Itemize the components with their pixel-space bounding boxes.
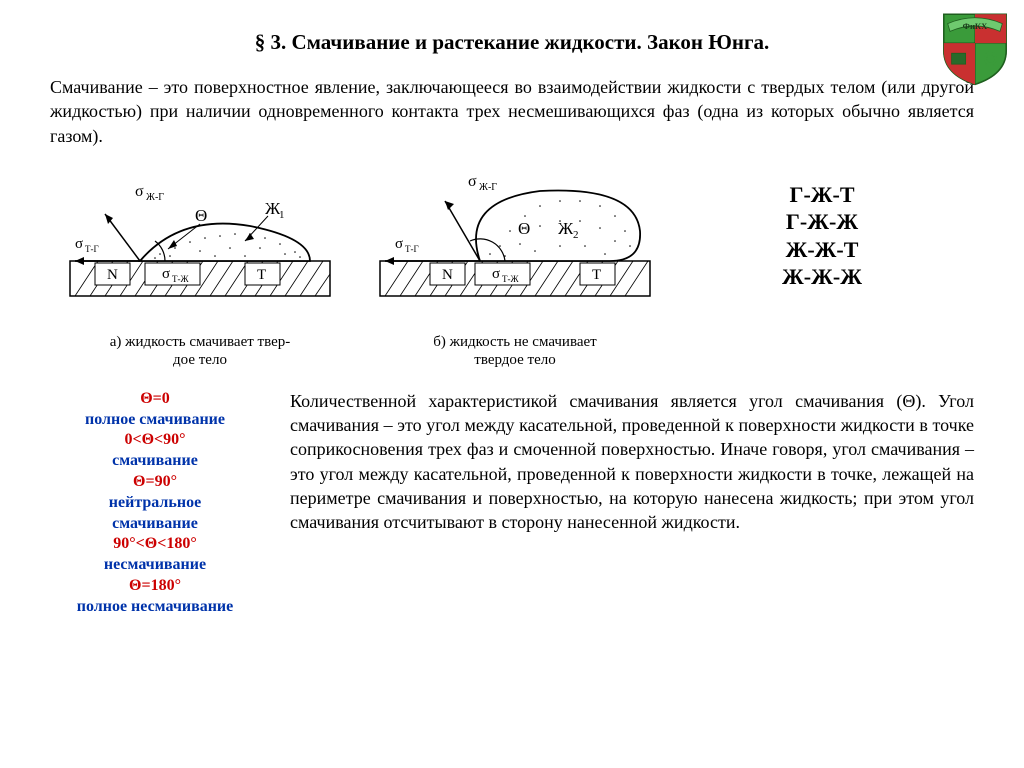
cond-2l: смачивание (50, 451, 260, 472)
svg-text:T: T (257, 267, 266, 283)
diagram-b: σТ-Ж N T (360, 166, 670, 369)
caption-b-1: б) жидкость не смачивает (433, 334, 596, 350)
phase-2: Г-Ж-Ж (670, 208, 974, 236)
cond-5: Θ=180° (50, 576, 260, 597)
svg-text:2: 2 (573, 229, 579, 241)
cond-3: Θ=90° (50, 472, 260, 493)
svg-text:Θ: Θ (195, 206, 207, 225)
cond-2: 0<Θ<90° (50, 430, 260, 451)
svg-text:σ: σ (395, 236, 403, 252)
phase-3: Ж-Ж-Т (670, 236, 974, 264)
cond-3l: нейтральное (50, 493, 260, 514)
phase-list: Г-Ж-Т Г-Ж-Ж Ж-Ж-Т Ж-Ж-Ж (670, 166, 974, 291)
section-title: § 3. Смачивание и растекание жидкости. З… (50, 30, 974, 55)
svg-text:Т-Ж: Т-Ж (172, 274, 189, 284)
cond-5l: полное несмачивание (50, 597, 260, 618)
caption-a-1: а) жидкость смачивает твер- (110, 334, 291, 350)
main-paragraph: Количественной характеристикой смачивани… (290, 389, 974, 618)
svg-text:Т-Г: Т-Г (85, 244, 99, 254)
cond-3l2: смачивание (50, 514, 260, 535)
svg-text:σ: σ (135, 183, 144, 200)
svg-text:Ж-Г: Ж-Г (479, 182, 497, 193)
logo-shield: ФиКХ (936, 8, 1014, 86)
svg-text:Ж: Ж (558, 219, 574, 238)
svg-text:σ: σ (492, 266, 500, 282)
cond-1l: полное смачивание (50, 410, 260, 431)
svg-text:Ж-Г: Ж-Г (146, 192, 164, 203)
svg-text:1: 1 (279, 209, 285, 221)
svg-text:N: N (107, 267, 118, 283)
caption-a-2: дое тело (173, 352, 227, 368)
svg-text:Т-Ж: Т-Ж (502, 274, 519, 284)
diagram-a: σТ-Ж N T (50, 166, 350, 369)
caption-b-2: твердое тело (474, 352, 555, 368)
cond-1: Θ=0 (50, 389, 260, 410)
logo-text: ФиКХ (963, 21, 989, 31)
intro-paragraph: Смачивание – это поверхностное явление, … (50, 75, 974, 148)
diagram-row: σТ-Ж N T (50, 166, 974, 369)
cond-4l: несмачивание (50, 555, 260, 576)
phase-1: Г-Ж-Т (670, 181, 974, 209)
phase-4: Ж-Ж-Ж (670, 263, 974, 291)
svg-text:N: N (442, 267, 453, 283)
svg-text:T: T (592, 267, 601, 283)
svg-text:Т-Г: Т-Г (405, 244, 419, 254)
cond-4: 90°<Θ<180° (50, 534, 260, 555)
svg-text:Θ: Θ (518, 219, 530, 238)
svg-text:σ: σ (162, 266, 170, 282)
svg-text:σ: σ (468, 173, 477, 190)
wetting-conditions: Θ=0 полное смачивание 0<Θ<90° смачивание… (50, 389, 260, 618)
svg-text:σ: σ (75, 236, 83, 252)
